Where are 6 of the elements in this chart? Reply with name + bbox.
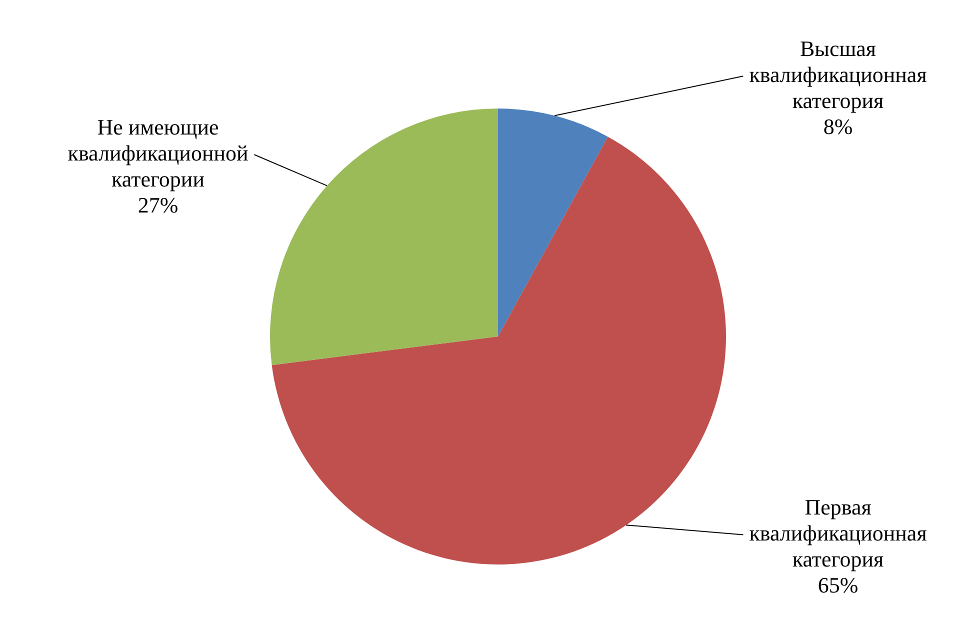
data-label: 65%: [818, 572, 858, 598]
data-label: 8%: [823, 114, 853, 139]
slice-label: Не имеющие квалификационной категории: [68, 114, 248, 192]
slice-label: Высшая квалификационная категория: [749, 36, 927, 113]
slice-label: Первая квалификационная категория: [749, 494, 927, 572]
data-label: 27%: [138, 192, 178, 218]
